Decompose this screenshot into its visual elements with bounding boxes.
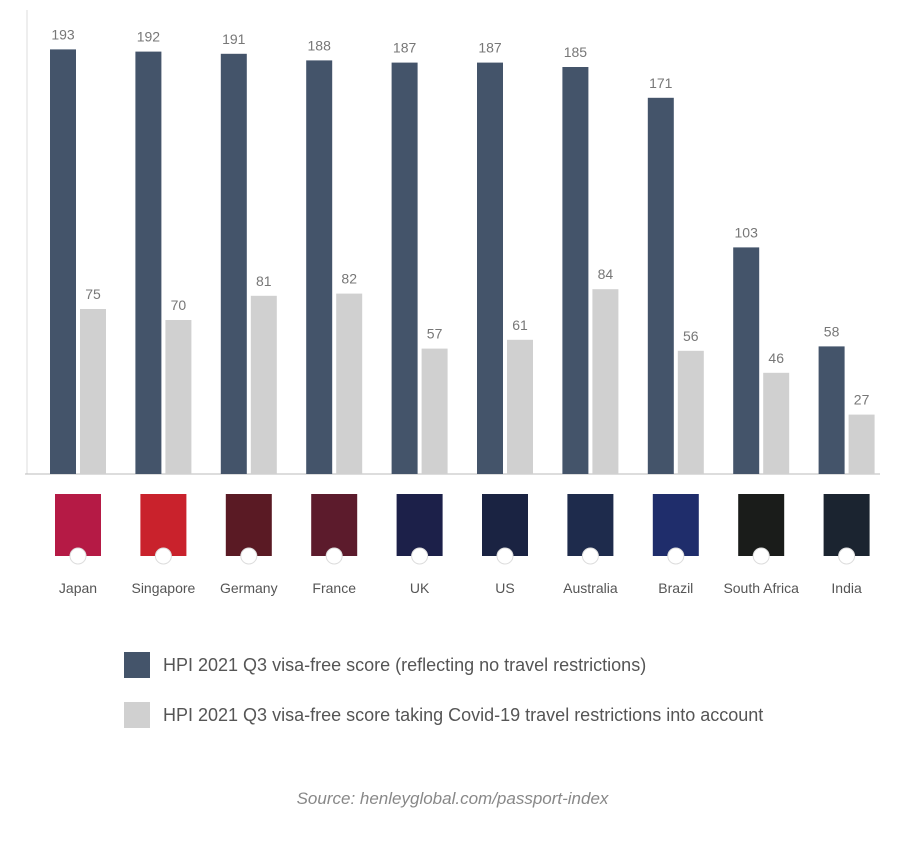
data-label: 84 xyxy=(598,266,614,282)
bar-no-restrictions xyxy=(477,62,503,474)
data-label: 27 xyxy=(854,392,870,408)
bar-no-restrictions xyxy=(50,49,76,475)
data-label: 75 xyxy=(85,286,101,302)
bar-no-restrictions xyxy=(220,53,247,475)
passport-image xyxy=(823,494,870,556)
data-label: 192 xyxy=(137,29,161,45)
data-label: 56 xyxy=(683,328,699,344)
bar-no-restrictions xyxy=(135,51,162,474)
legend-label: HPI 2021 Q3 visa-free score taking Covid… xyxy=(163,704,764,725)
data-label: 46 xyxy=(768,350,784,366)
category-label: US xyxy=(495,580,514,596)
data-label: 58 xyxy=(824,323,840,339)
bar-covid xyxy=(250,295,277,474)
passport-image xyxy=(225,494,272,556)
data-label: 82 xyxy=(341,271,357,287)
category-label: Singapore xyxy=(131,580,195,596)
flag-icon xyxy=(496,547,514,565)
flag-icon xyxy=(667,547,685,565)
bar-covid xyxy=(763,372,790,474)
data-label: 171 xyxy=(649,75,673,91)
data-label: 187 xyxy=(393,40,417,56)
passport-image xyxy=(652,494,699,556)
bar-covid xyxy=(848,414,875,474)
bar-no-restrictions xyxy=(818,346,845,474)
legend-swatch xyxy=(124,702,150,728)
data-label: 81 xyxy=(256,273,272,289)
passport-image xyxy=(396,494,443,556)
flag-icon xyxy=(69,547,87,565)
flag-icon xyxy=(154,547,172,565)
bar-no-restrictions xyxy=(647,97,674,475)
passport-image xyxy=(140,494,187,556)
legend-item-no-restrictions: HPI 2021 Q3 visa-free score (reflecting … xyxy=(124,652,646,678)
flag-icon xyxy=(838,547,856,565)
bar-chart: 193 75 Japan 192 70 Singapore 191 81 Germany 188 8… xyxy=(25,10,880,596)
flag-icon xyxy=(325,547,343,565)
bar-covid xyxy=(336,293,363,474)
bar-no-restrictions xyxy=(391,62,418,474)
flag-icon xyxy=(581,547,599,565)
category-label: Brazil xyxy=(658,580,693,596)
passport-image xyxy=(567,494,614,556)
data-label: 187 xyxy=(478,40,502,56)
bar-no-restrictions xyxy=(733,247,760,474)
flag-icon xyxy=(240,547,258,565)
bar-covid xyxy=(592,289,619,474)
data-label: 193 xyxy=(51,26,75,42)
bar-no-restrictions xyxy=(306,60,333,475)
data-label: 191 xyxy=(222,31,246,47)
legend-label: HPI 2021 Q3 visa-free score (reflecting … xyxy=(163,654,647,675)
data-label: 188 xyxy=(308,37,332,53)
source-note: Source: henleyglobal.com/passport-index xyxy=(296,789,609,808)
flag-icon xyxy=(411,547,429,565)
category-label: South Africa xyxy=(723,580,799,596)
bar-covid xyxy=(80,309,106,474)
bar-covid xyxy=(507,339,533,474)
category-label: UK xyxy=(410,580,430,596)
passport-image xyxy=(311,494,358,556)
bar-covid xyxy=(165,320,192,474)
bar-covid xyxy=(421,348,448,474)
passport-image xyxy=(482,494,528,556)
category-label: Japan xyxy=(59,580,97,596)
data-label: 185 xyxy=(564,44,588,60)
bar-no-restrictions xyxy=(562,67,589,474)
passport-image xyxy=(738,494,785,556)
flag-icon xyxy=(752,547,770,565)
category-label: India xyxy=(831,580,862,596)
bar-covid xyxy=(677,350,704,474)
legend-item-covid-restrictions: HPI 2021 Q3 visa-free score taking Covid… xyxy=(124,702,763,728)
data-label: 103 xyxy=(735,224,759,240)
category-label: Australia xyxy=(563,580,618,596)
legend-swatch xyxy=(124,652,150,678)
data-label: 57 xyxy=(427,326,443,342)
category-label: Germany xyxy=(220,580,278,596)
data-label: 70 xyxy=(171,297,187,313)
category-label: France xyxy=(312,580,356,596)
passport-image xyxy=(55,494,101,556)
data-label: 61 xyxy=(512,317,528,333)
